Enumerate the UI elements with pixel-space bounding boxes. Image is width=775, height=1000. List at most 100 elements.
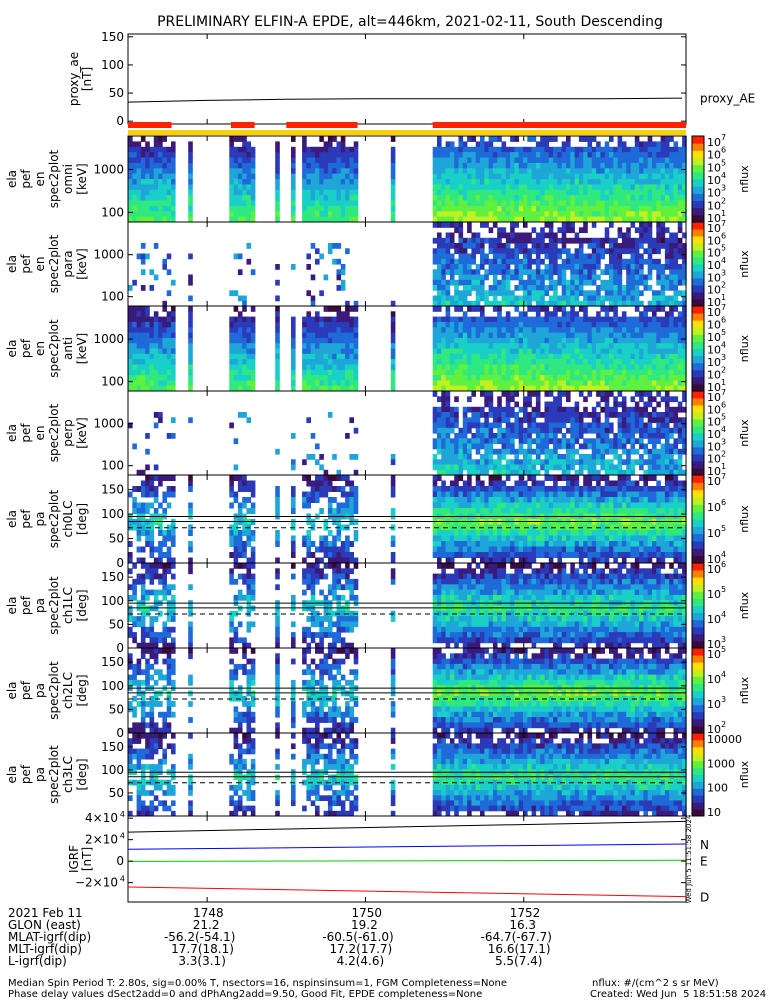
spectrogram-cell xyxy=(291,535,296,542)
spectrogram-cell xyxy=(149,332,155,339)
spectrogram-cell xyxy=(233,146,239,153)
spectrogram-cell xyxy=(527,396,532,403)
spectrogram-cell xyxy=(673,274,679,281)
spectrogram-cell xyxy=(306,380,311,387)
colorbar-segment xyxy=(692,341,704,349)
spectrogram-cell xyxy=(390,205,396,212)
spectrogram-cell xyxy=(613,258,618,265)
spectrogram-cell xyxy=(669,369,674,376)
spectrogram-cell xyxy=(310,168,316,175)
spectrogram-cell xyxy=(591,253,597,260)
spectrogram-cell xyxy=(557,184,562,191)
spectrogram-cell xyxy=(664,184,670,191)
spectrogram-cell xyxy=(145,359,150,365)
spectrogram-cell xyxy=(514,454,519,460)
spectrogram-cell xyxy=(471,285,476,291)
colorbar-tick-exp: 2 xyxy=(721,196,726,205)
spectrogram-cell xyxy=(613,369,618,376)
spectrogram-cell xyxy=(246,332,252,339)
spectrogram-cell xyxy=(600,300,605,307)
spectrogram-cell xyxy=(188,353,193,360)
spectrogram-cell xyxy=(310,348,316,355)
spectrogram-cell xyxy=(596,152,601,158)
spectrogram-cell xyxy=(587,316,593,323)
spectrogram-cell xyxy=(136,343,142,349)
spectrogram-cell xyxy=(467,327,472,334)
spectrogram-cell xyxy=(553,459,558,466)
spectrogram-cell xyxy=(432,459,438,466)
spectrogram-cell xyxy=(673,237,679,244)
ylabel-en_para: ela pef en spec2plot para [keV] xyxy=(5,234,89,293)
spectrogram-cell xyxy=(291,508,296,514)
spectrogram-cell xyxy=(166,557,172,564)
spectrogram-cell xyxy=(349,146,354,153)
spectrogram-cell xyxy=(340,162,346,169)
spectrogram-cell xyxy=(390,486,396,492)
spectrogram-cell xyxy=(445,195,451,201)
spectrogram-cell xyxy=(544,264,550,270)
spectrogram-cell xyxy=(514,157,519,164)
spectrogram-cell xyxy=(145,369,150,376)
spectrogram-cell xyxy=(445,348,451,355)
spectrogram-cell xyxy=(345,375,350,381)
spectrogram-cell xyxy=(353,157,359,164)
spectrogram-cell xyxy=(132,141,137,148)
spectrogram-cell xyxy=(587,364,593,371)
spectrogram-cell xyxy=(553,359,558,365)
spectrogram-cell xyxy=(302,375,307,381)
spectrogram-cell xyxy=(445,237,451,244)
spectrogram-cell xyxy=(445,454,451,460)
spectrogram-cell xyxy=(609,464,614,471)
spectrogram-cell xyxy=(492,184,498,191)
spectrogram-cell xyxy=(557,417,562,424)
spectrogram-cell xyxy=(149,519,155,525)
spectrogram-cell xyxy=(319,486,324,492)
spectrogram-cell xyxy=(275,189,280,196)
spectrogram-cell xyxy=(441,433,446,439)
spectrogram-cell xyxy=(578,433,584,439)
spectrogram-cell xyxy=(535,380,541,387)
spectrogram-cell xyxy=(462,141,468,148)
spectrogram-cell xyxy=(145,189,150,196)
spectrogram-cell xyxy=(332,179,337,185)
spectrogram-cell xyxy=(340,380,346,387)
spectrogram-cell xyxy=(441,406,446,413)
spectrogram-cell xyxy=(166,380,172,387)
spectrogram-cell xyxy=(634,136,640,142)
spectrogram-cell xyxy=(591,417,597,424)
spectrogram-cell xyxy=(578,157,584,164)
spectrogram-cell xyxy=(578,290,584,297)
spectrogram-cell xyxy=(664,253,670,260)
spectrogram-cell xyxy=(587,348,593,355)
spectrogram-cell xyxy=(310,380,316,387)
spectrogram-cell xyxy=(617,136,623,142)
spectrogram-cell xyxy=(492,412,498,418)
spectrogram-cell xyxy=(441,189,446,196)
spectrogram-cell xyxy=(501,258,507,265)
spectrogram-cell xyxy=(664,369,670,376)
spectrogram-cell xyxy=(643,427,648,434)
spectrogram-cell xyxy=(505,152,511,158)
spectrogram-cell xyxy=(574,332,580,339)
spectrogram-cell xyxy=(557,427,562,434)
spectrogram-cell xyxy=(242,502,247,509)
spectrogram-cell xyxy=(609,189,614,196)
spectrogram-cell xyxy=(233,359,239,365)
spectrogram-cell xyxy=(188,502,193,509)
spectrogram-cell xyxy=(145,475,150,481)
spectrogram-cell xyxy=(639,216,644,223)
spectrogram-cell xyxy=(501,332,507,339)
spectrogram-cell xyxy=(647,375,653,381)
spectrogram-cell xyxy=(153,274,159,281)
spectrogram-cell xyxy=(454,205,459,212)
spectrogram-cell xyxy=(336,141,342,148)
spectrogram-cell xyxy=(188,184,193,191)
spectrogram-cell xyxy=(621,173,627,180)
spectrogram-cell xyxy=(349,189,354,196)
spectrogram-cell xyxy=(591,290,597,297)
spectrogram-cell xyxy=(445,290,451,297)
spectrogram-cell xyxy=(505,285,511,291)
spectrogram-cell xyxy=(353,337,359,344)
spectrogram-cell xyxy=(557,454,562,460)
